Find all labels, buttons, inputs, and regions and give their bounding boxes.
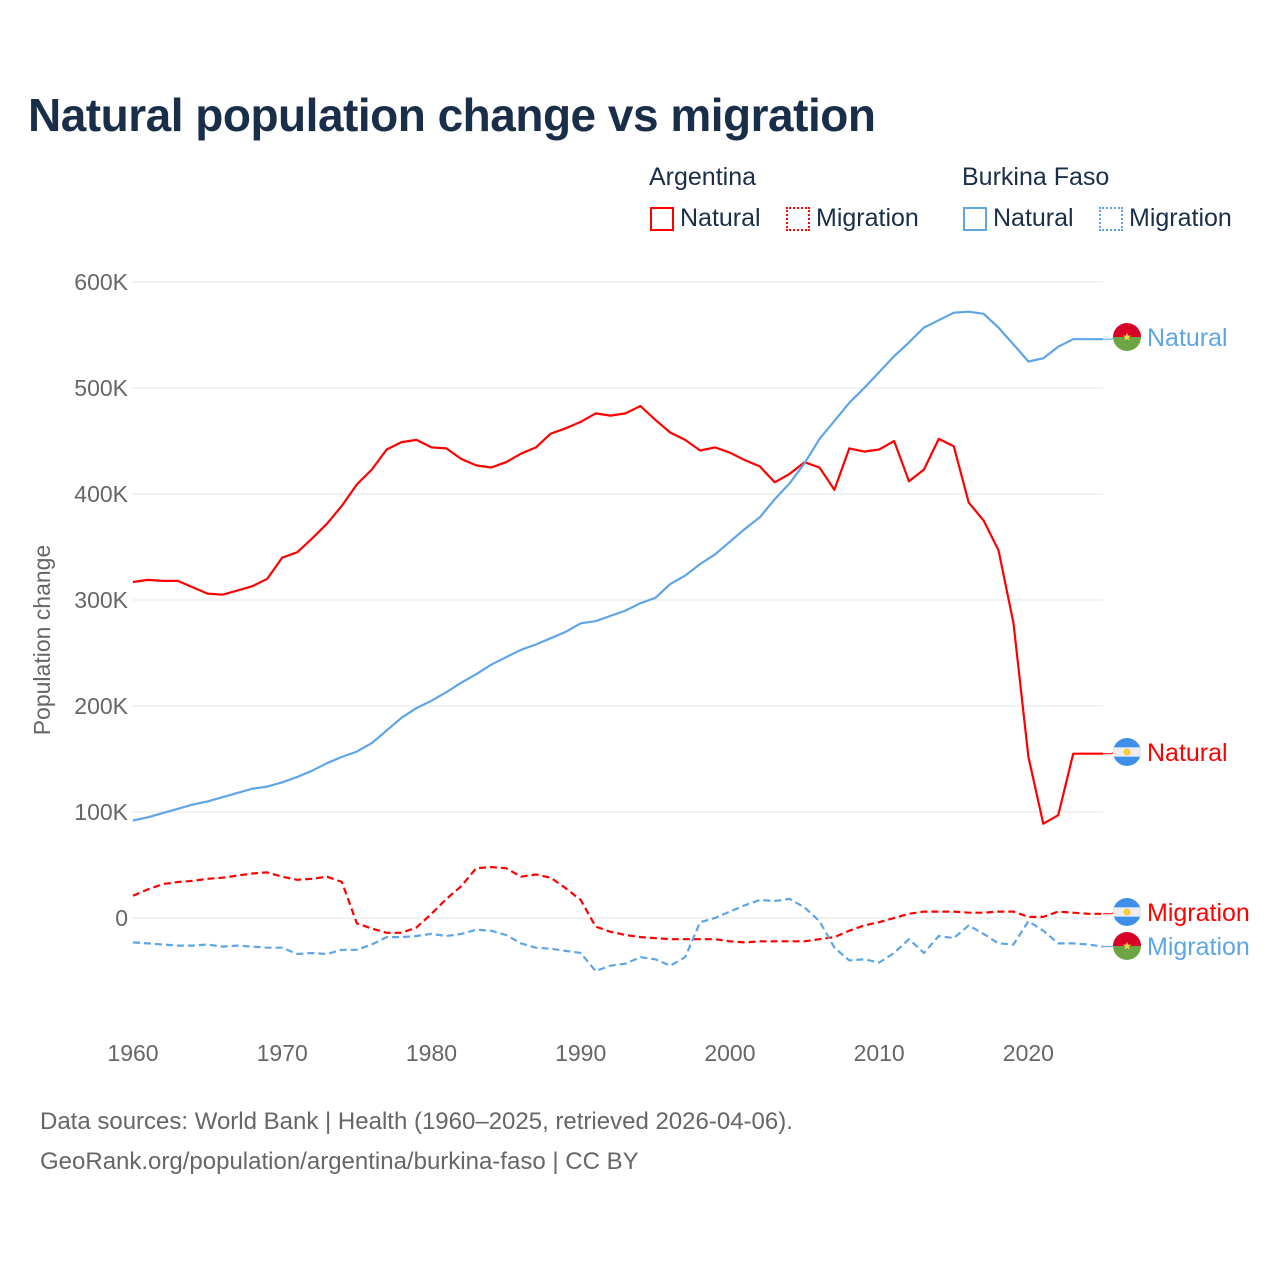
legend-label: Natural <box>680 204 761 232</box>
y-tick-label: 100K <box>74 799 128 825</box>
y-tick-label: 400K <box>74 481 128 507</box>
legend-burkina-migration[interactable]: Migration <box>1099 204 1232 233</box>
y-axis-label: Population change <box>29 545 55 736</box>
burkina-flag-icon <box>1113 932 1141 960</box>
y-tick-label: 200K <box>74 693 128 719</box>
legend-group-argentina: Argentina <box>649 163 757 191</box>
legend-swatch-dotted-blue <box>1099 206 1123 231</box>
star-icon <box>1122 941 1132 950</box>
series-line-burkina-faso-migration <box>132 897 1104 973</box>
flag-body <box>1113 323 1141 351</box>
legend-label: Natural <box>993 204 1074 232</box>
y-tick-label: 600K <box>74 269 128 295</box>
x-tick-label: 2000 <box>704 1040 755 1066</box>
footer-sources: Data sources: World Bank | Health (1960–… <box>40 1108 793 1135</box>
x-tick-label: 1990 <box>555 1040 606 1066</box>
legend-burkina-natural[interactable]: Natural <box>963 204 1074 233</box>
legend-label: Migration <box>1129 204 1232 232</box>
y-tick-label: 0 <box>115 905 128 931</box>
flag-stripe <box>1113 932 1141 946</box>
legend-label: Migration <box>816 204 919 232</box>
y-tick-label: 500K <box>74 375 128 401</box>
legend-swatch-solid-red <box>650 206 674 231</box>
x-tick-label: 2020 <box>1003 1040 1054 1066</box>
sun-icon <box>1123 908 1131 916</box>
sun-icon <box>1123 748 1131 756</box>
x-tick-label: 1980 <box>406 1040 457 1066</box>
series-end-label: Migration <box>1147 899 1250 927</box>
footer-link[interactable]: GeoRank.org/population/argentina/burkina… <box>40 1148 639 1175</box>
flag-stripe <box>1113 946 1141 960</box>
flag-stripe <box>1113 323 1141 337</box>
x-tick-label: 1960 <box>107 1040 158 1066</box>
series-end-label: Natural <box>1147 739 1228 767</box>
series-end-label: Natural <box>1147 324 1228 352</box>
legend-swatch-dotted-red <box>786 206 810 231</box>
chart-title: Natural population change vs migration <box>28 89 876 141</box>
argentina-flag-icon <box>1113 738 1141 766</box>
series-line-argentina-migration <box>132 865 1103 944</box>
legend-argentina-migration[interactable]: Migration <box>786 204 919 233</box>
legend-group-burkina-faso: Burkina Faso <box>962 163 1110 191</box>
star-icon <box>1122 332 1132 341</box>
y-tick-label: 300K <box>74 587 128 613</box>
flag-body <box>1113 738 1141 766</box>
burkina-flag-icon <box>1113 323 1141 351</box>
series-line-argentina-natural <box>132 404 1103 825</box>
legend-argentina-natural[interactable]: Natural <box>650 204 761 233</box>
series-end-label: Migration <box>1147 933 1250 961</box>
series-line-burkina-faso-natural <box>132 310 1103 822</box>
x-tick-label: 2010 <box>854 1040 905 1066</box>
x-tick-label: 1970 <box>257 1040 308 1066</box>
legend-swatch-solid-blue <box>963 206 987 231</box>
argentina-flag-icon <box>1113 898 1141 926</box>
flag-stripe <box>1113 337 1141 351</box>
flag-body <box>1113 932 1141 960</box>
flag-body <box>1113 898 1141 926</box>
